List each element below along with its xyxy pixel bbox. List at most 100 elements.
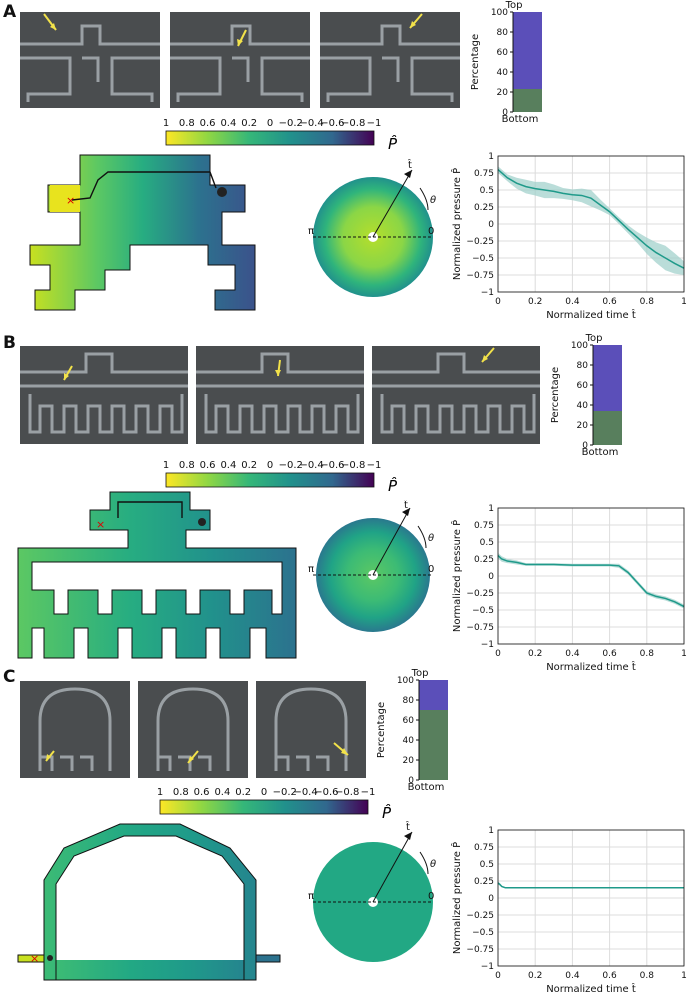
- polar-theta-b: θ: [428, 533, 434, 544]
- colorbar-tick-label: 0.6: [200, 118, 216, 129]
- y-tick-label: 0: [488, 894, 494, 904]
- micrograph-b2: [196, 346, 364, 444]
- stacked-ytick-label: 20: [577, 421, 589, 431]
- colorbar-tick-label: −1: [367, 460, 382, 471]
- confidence-band: [498, 552, 684, 609]
- stacked-yticks-a: 0 20 40 60 80 100: [491, 8, 513, 118]
- stacked-ylabel-a: Percentage: [470, 34, 481, 90]
- series-line: [497, 882, 684, 889]
- polar-right-b: 0: [428, 564, 434, 575]
- x-tick-label: 0.8: [640, 649, 655, 659]
- polar-right-c: 0: [428, 891, 434, 902]
- stacked-ytick-label: 40: [403, 736, 415, 746]
- x-tick-label: 0: [495, 297, 501, 307]
- x-tick-label: 0: [495, 649, 501, 659]
- colorbar-tick-label: 0.4: [220, 460, 236, 471]
- polar-t-c: t̂: [406, 820, 410, 833]
- x-tick-label: 0.6: [602, 649, 617, 659]
- stacked-ytick-label: 20: [403, 756, 415, 766]
- polar-t-b: t̂: [404, 500, 408, 511]
- x-tick-label: 0.6: [602, 297, 617, 307]
- stacked-top-segment-c: [419, 680, 448, 710]
- x-axis-label: Normalized time t̂: [546, 660, 636, 673]
- stacked-bottom-label-b: Bottom: [582, 447, 619, 458]
- colorbar-tick-label: −0.2: [279, 460, 303, 471]
- stacked-ytick-label: 20: [497, 88, 509, 98]
- channel-map-b: ×: [10, 490, 300, 665]
- polar-right-a: 0: [428, 226, 434, 237]
- x-tick-label: 1: [681, 971, 687, 981]
- stacked-ytick-label: 40: [577, 401, 589, 411]
- colorbar-tick-label: −0.4: [299, 118, 323, 129]
- colorbar-tick-label: 0.4: [214, 787, 230, 798]
- plot-frame: [497, 507, 685, 645]
- polar-theta-c: θ: [430, 859, 436, 870]
- stacked-top-label-a: Top: [505, 0, 523, 11]
- panel-label-a: A: [3, 2, 17, 22]
- colorbar-tick-label: 0: [267, 460, 273, 471]
- start-marker-b: ×: [96, 518, 105, 531]
- colorbar-tick-label: −0.6: [320, 460, 344, 471]
- colorbar-tick-label: 0.2: [241, 460, 257, 471]
- stacked-bottom-segment-b: [593, 411, 622, 445]
- y-tick-label: 0: [488, 220, 494, 230]
- stacked-bottom-label-a: Bottom: [502, 114, 539, 125]
- colorbar-tick-label: −0.8: [341, 118, 365, 129]
- y-tick-label: 0.75: [474, 843, 494, 853]
- polar-t-a: t̂: [408, 158, 412, 171]
- confidence-band: [498, 166, 684, 275]
- y-tick-label: 0.75: [474, 521, 494, 531]
- x-tick-label: 0.4: [565, 297, 580, 307]
- stacked-ytick-label: 60: [403, 716, 415, 726]
- colorbar-tick-label: −1: [361, 787, 376, 798]
- stacked-ytick-label: 0: [502, 108, 508, 118]
- polar-c: π 0 t̂ θ: [300, 820, 450, 970]
- colorbar-ticks-b: 1 0.8 0.6 0.4 0.2 0 −0.2−0.4−0.6−0.8 −1: [163, 460, 382, 471]
- colorbar-tick-label: −0.8: [335, 787, 359, 798]
- y-tick-label: −1: [481, 640, 494, 650]
- micrograph-b3: [372, 346, 540, 444]
- stacked-yticks-c: 0 20 40 60 80 100: [397, 676, 419, 786]
- stacked-ytick-label: 100: [571, 341, 588, 351]
- y-tick-label: 1: [488, 152, 494, 162]
- y-tick-label: 0.25: [474, 555, 494, 565]
- colorbar-symbol-b: P̂: [388, 476, 398, 495]
- colorbar-tick-label: 0.2: [235, 787, 251, 798]
- colorbar-ticks-a: 1 0.8 0.6 0.4 0.2 0 −0.2−0.4−0.6−0.8 −1: [163, 118, 382, 129]
- stacked-ytick-label: 100: [491, 8, 508, 18]
- y-tick-label: −0.25: [466, 589, 494, 599]
- y-tick-label: −0.75: [466, 623, 494, 633]
- plot-frame: [497, 829, 685, 967]
- colorbar-tick-label: 0.8: [173, 787, 189, 798]
- pressure-chart-a: 0 0.2 0.4 0.6 0.8 1 1 0.75 0.5 0.25 0 −0.25 −0.5 −0.7…: [448, 148, 688, 323]
- stacked-ytick-label: 40: [497, 68, 509, 78]
- stacked-ylabel-b: Percentage: [550, 367, 561, 423]
- y-tick-label: 0.5: [480, 538, 494, 548]
- series-line: [497, 169, 685, 269]
- stacked-top-label-c: Top: [411, 668, 429, 679]
- y-tick-label: 0.75: [474, 169, 494, 179]
- stacked-top-label-b: Top: [585, 333, 603, 344]
- y-tick-label: −0.5: [472, 254, 494, 264]
- polar-left-c: π: [308, 891, 314, 902]
- colorbar-symbol-c: P̂: [382, 803, 392, 822]
- colorbar-tick-label: 0.2: [241, 118, 257, 129]
- y-tick-label: −0.5: [472, 928, 494, 938]
- colorbar-tick-label: 0: [261, 787, 267, 798]
- x-tick-label: 0.2: [528, 649, 542, 659]
- x-tick-label: 1: [681, 297, 687, 307]
- y-tick-label: −0.5: [472, 606, 494, 616]
- pressure-chart-b: 0 0.2 0.4 0.6 0.8 1 1 0.75 0.5 0.25 0 −0.25 −0.5 −0.7…: [448, 500, 688, 675]
- stacked-bottom-segment-c: [419, 710, 448, 780]
- x-tick-label: 0.2: [528, 971, 542, 981]
- x-axis-label: Normalized time t̂: [546, 308, 636, 321]
- polar-left-a: π: [308, 226, 314, 237]
- colorbar-ticks-c: 1 0.8 0.6 0.4 0.2 0 −0.2−0.4−0.6−0.8 −1: [157, 787, 376, 798]
- stacked-bottom-label-c: Bottom: [408, 782, 445, 793]
- colorbar-tick-label: −0.6: [320, 118, 344, 129]
- stacked-ytick-label: 80: [577, 361, 589, 371]
- y-tick-label: −0.25: [466, 237, 494, 247]
- stacked-bar-a: Top 0 20 40 60 80 100 Percentage Bottom: [470, 0, 550, 125]
- colorbar-tick-label: −0.4: [299, 460, 323, 471]
- y-axis-label: Normalized pressure P̂: [450, 520, 463, 632]
